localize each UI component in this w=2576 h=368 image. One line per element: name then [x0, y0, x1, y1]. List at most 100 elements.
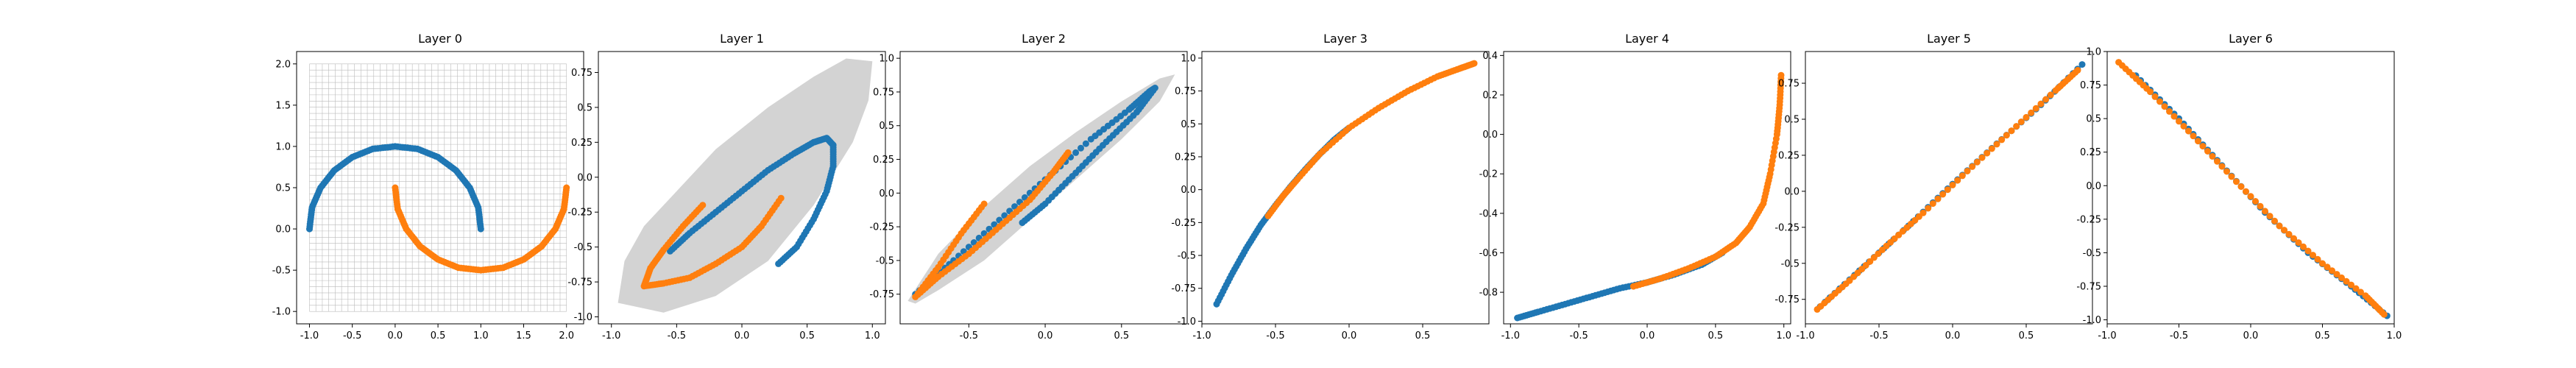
- x-tick-label: 0.5: [2315, 330, 2330, 342]
- data-point: [1934, 195, 1942, 202]
- y-tick-label: -0.4: [1479, 208, 1498, 219]
- x-tick-label: 0.5: [1415, 330, 1431, 342]
- x-tick-label: 0.0: [2243, 330, 2259, 342]
- y-tick-label: -1.0: [1178, 316, 1196, 328]
- y-tick-label: 1.0: [2086, 47, 2101, 58]
- subplot-5: Layer 5 -1.0 -0.5 0.0 0.5 -0.75 -0.5 -0.25 0.0 0.…: [1774, 32, 2093, 342]
- subplot-title: Layer 6: [2229, 32, 2273, 46]
- y-tick-label: 0.25: [571, 138, 592, 149]
- data-point: [2290, 235, 2297, 242]
- data-point: [1777, 71, 1785, 79]
- data-point: [2343, 277, 2350, 285]
- data-point: [2017, 118, 2025, 125]
- y-tick-label: -0.2: [1479, 169, 1498, 180]
- data-point: [1021, 194, 1028, 201]
- data-point: [2338, 274, 2345, 281]
- y-tick-label: -0.8: [1479, 288, 1498, 299]
- y-tick-label: -0.75: [2076, 281, 2101, 292]
- x-tick-label: 0.5: [1708, 330, 1724, 342]
- plot-area: [907, 74, 1175, 304]
- y-tick-label: 0.25: [1175, 152, 1196, 163]
- series-class-0: [1213, 124, 1353, 308]
- data-point: [2214, 158, 2221, 165]
- x-tick-label: -1.0: [300, 330, 319, 342]
- data-point: [477, 225, 484, 233]
- y-tick-label: 0.0: [879, 188, 894, 199]
- x-tick-label: 0.5: [431, 330, 446, 342]
- data-point: [2276, 222, 2283, 230]
- x-tick-label: -0.5: [1266, 330, 1284, 342]
- data-point: [1984, 149, 1991, 157]
- x-tick-label: 1.5: [516, 330, 531, 342]
- data-point: [1939, 191, 1947, 198]
- data-point: [1078, 144, 1084, 152]
- series-class-0: [1514, 250, 1726, 322]
- y-tick-label: 1.0: [879, 54, 894, 65]
- y-tick-label: 0.5: [275, 183, 291, 194]
- y-tick-label: 0.5: [1181, 119, 1196, 130]
- data-point: [2295, 239, 2302, 247]
- data-point: [970, 239, 977, 246]
- data-point: [1978, 154, 1986, 161]
- y-tick-label: 0.75: [1175, 86, 1196, 97]
- x-tick-label: -0.5: [1569, 330, 1588, 342]
- subplot-2: Layer 2 -0.5 0.0 0.5 -0.75 -0.5 -0.25 0.0 0.25 0.…: [869, 32, 1188, 342]
- data-point: [980, 230, 988, 237]
- series-class-1: [640, 194, 785, 290]
- y-tick-label: -0.5: [272, 266, 291, 277]
- x-tick-label: -1.0: [2098, 330, 2116, 342]
- data-point: [2247, 193, 2254, 200]
- y-tick-label: 1.5: [275, 100, 291, 111]
- data-point: [2285, 230, 2293, 238]
- y-tick-label: 0.25: [1778, 150, 1800, 161]
- data-point: [2281, 227, 2287, 234]
- plot-area: [1213, 60, 1478, 308]
- data-point: [1082, 140, 1089, 147]
- y-tick-label: -0.25: [869, 222, 894, 233]
- data-point: [2074, 66, 2081, 74]
- data-point: [1919, 209, 1927, 216]
- y-tick-label: 0.0: [1482, 130, 1498, 141]
- axes-frame: [1201, 51, 1490, 325]
- data-point: [2037, 100, 2045, 107]
- data-point: [1954, 177, 1961, 184]
- data-point: [2047, 91, 2054, 99]
- x-tick-label: -1.0: [1501, 330, 1520, 342]
- x-tick-label: -0.5: [1869, 330, 1888, 342]
- data-point: [775, 260, 782, 267]
- series-class-0: [667, 135, 837, 267]
- data-point: [2028, 109, 2035, 116]
- data-point: [2352, 285, 2360, 292]
- series-class-0: [912, 85, 1158, 298]
- y-tick-label: -0.25: [2076, 214, 2101, 225]
- plot-area: [1514, 71, 1785, 322]
- data-point: [2357, 289, 2364, 296]
- y-tick-label: 0.0: [1784, 186, 1800, 197]
- data-point: [2078, 61, 2086, 68]
- y-tick-label: -0.5: [2083, 248, 2101, 259]
- x-tick-label: 0.0: [1945, 330, 1961, 342]
- y-tick-label: 1.0: [275, 141, 291, 152]
- data-point: [2042, 96, 2050, 103]
- series-class-1: [912, 149, 1072, 300]
- series-class-1: [1264, 60, 1478, 219]
- y-tick-label: -0.75: [869, 289, 894, 300]
- data-point: [2023, 113, 2030, 121]
- data-point: [2329, 267, 2335, 275]
- subplot-3: Layer 3 -1.0 -0.5 0.0 0.5 -1.0 -0.75 -0.5 -0.25 0…: [1171, 32, 1490, 342]
- data-point: [2195, 138, 2201, 145]
- y-tick-label: -0.75: [1774, 294, 1800, 305]
- data-point: [2310, 252, 2316, 259]
- data-point: [2180, 123, 2187, 130]
- y-tick-label: 0.5: [577, 102, 592, 113]
- x-tick-label: -0.5: [668, 330, 686, 342]
- x-tick-label: 2.0: [559, 330, 574, 342]
- y-tick-label: 0.5: [879, 121, 894, 132]
- data-point: [2314, 255, 2321, 263]
- data-point: [2262, 208, 2268, 215]
- y-tick-label: 0.25: [2080, 147, 2101, 158]
- subplot-title: Layer 0: [418, 32, 462, 46]
- y-tick-label: -0.25: [1171, 218, 1196, 229]
- data-point: [2166, 107, 2173, 115]
